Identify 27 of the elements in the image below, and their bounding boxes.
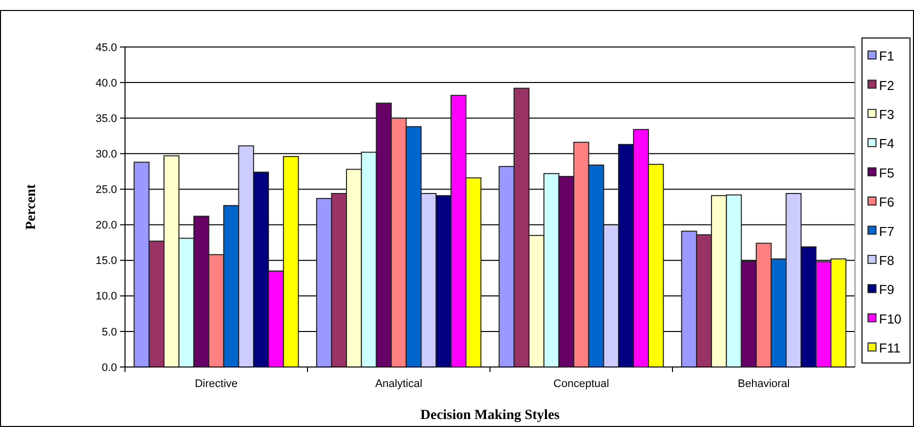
y-tick-label: 40.0 — [96, 77, 117, 90]
y-tick-label: 0.0 — [102, 362, 117, 374]
x-axis-title: Decision Making Styles — [420, 408, 560, 423]
x-tick-label: Behavioral — [738, 378, 790, 390]
legend-label: F2 — [879, 78, 894, 93]
legend-label: F11 — [879, 340, 900, 356]
x-tick-label: Conceptual — [553, 378, 610, 390]
y-tick-label: 10.0 — [96, 290, 117, 303]
y-tick-label: 15.0 — [96, 255, 117, 268]
x-tick-label: Analytical — [375, 378, 422, 390]
legend-label: F3 — [879, 106, 894, 122]
legend-label: F10 — [879, 311, 902, 326]
x-tick-label: Directive — [194, 378, 238, 390]
y-tick-label: 25.0 — [96, 184, 117, 196]
y-axis-title: Percent — [24, 184, 39, 230]
y-tick-label: 30.0 — [96, 148, 117, 161]
y-tick-label: 35.0 — [96, 112, 117, 125]
y-tick-label: 45.0 — [96, 42, 117, 54]
legend-label: F1 — [879, 48, 894, 64]
y-tick-label: 5.0 — [102, 326, 117, 338]
legend-label: F9 — [879, 282, 894, 298]
legend-label: F6 — [879, 194, 894, 210]
legend-label: F7 — [879, 224, 894, 239]
legend-label: F8 — [879, 252, 894, 268]
y-tick-label: 20.0 — [96, 220, 117, 232]
legend-label: F5 — [879, 165, 894, 180]
legend-label: F4 — [879, 136, 894, 152]
